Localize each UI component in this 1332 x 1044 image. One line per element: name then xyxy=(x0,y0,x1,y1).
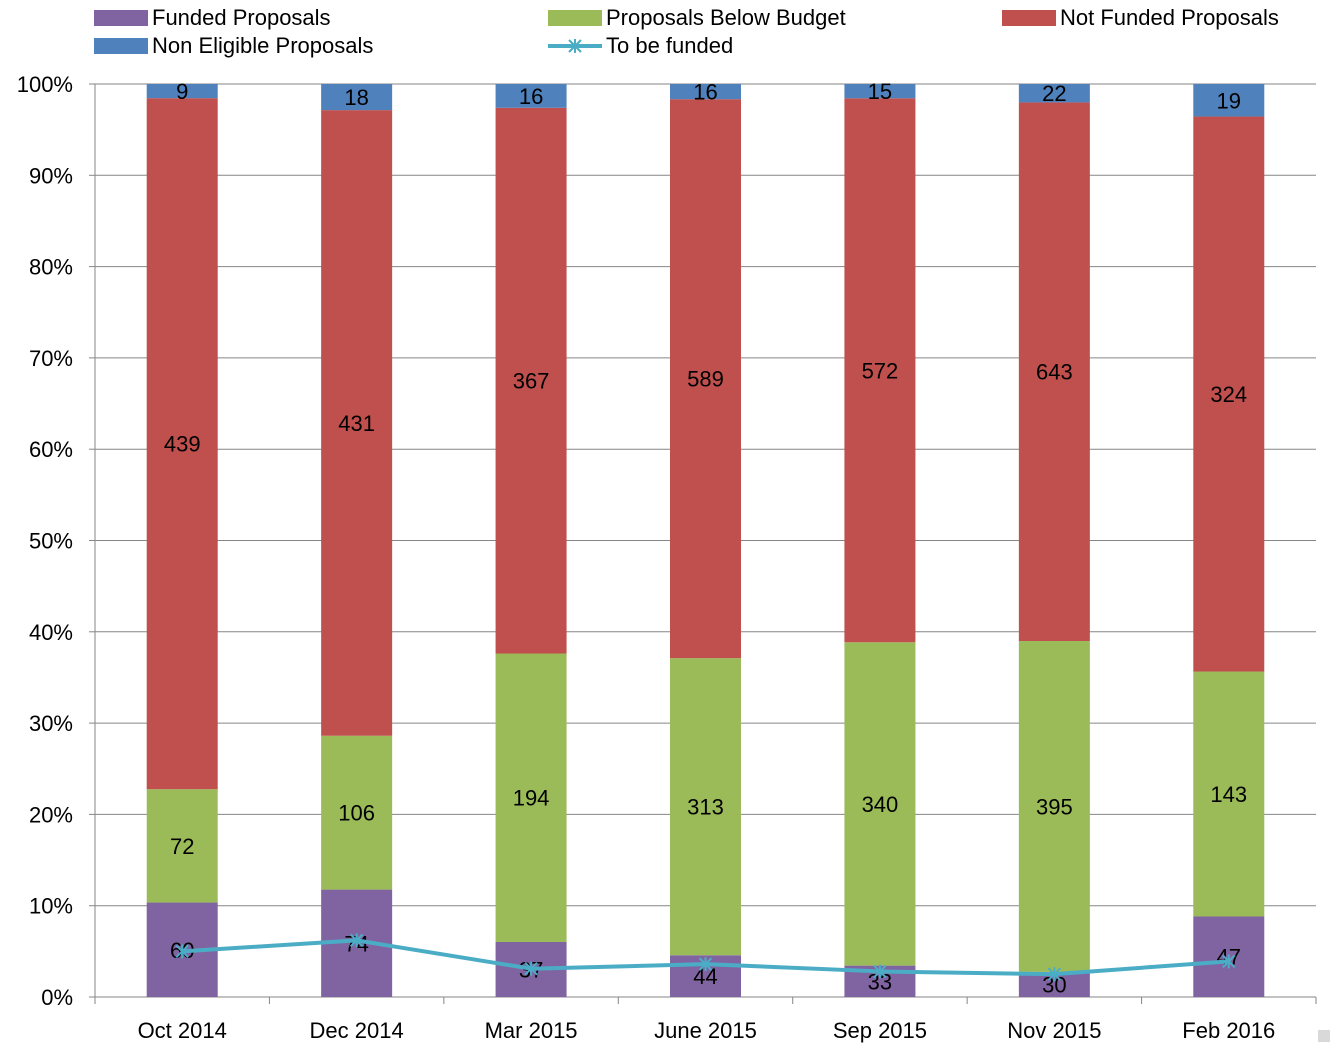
line-marker xyxy=(1222,954,1236,969)
y-tick-label: 60% xyxy=(29,437,73,462)
line-marker xyxy=(349,933,364,948)
y-tick-label: 70% xyxy=(29,346,73,371)
y-tick-label: 40% xyxy=(29,620,73,645)
bar-not-funded-proposals xyxy=(495,107,567,654)
legend-label-funded: Funded Proposals xyxy=(152,5,331,30)
legend-item-not-funded: Not Funded Proposals xyxy=(1002,5,1279,31)
y-tick-label: 100% xyxy=(17,72,73,97)
bar-non-eligible-proposals xyxy=(321,84,393,111)
legend-swatch-not-funded xyxy=(1002,10,1056,26)
bar-non-eligible-proposals xyxy=(1018,84,1090,103)
data-label: 589 xyxy=(687,367,724,392)
legend-label-below-budget: Proposals Below Budget xyxy=(606,5,846,30)
line-marker xyxy=(524,961,538,976)
data-label: 395 xyxy=(1036,794,1073,819)
x-tick-label: Feb 2016 xyxy=(1182,1018,1275,1043)
bar-non-eligible-proposals xyxy=(844,84,916,99)
legend-item-below-budget: Proposals Below Budget xyxy=(548,5,846,31)
legend-item-non-eligible: Non Eligible Proposals xyxy=(94,33,373,59)
bar-not-funded-proposals xyxy=(321,110,393,736)
data-label: 340 xyxy=(862,792,899,817)
x-tick-label: Sep 2015 xyxy=(833,1018,927,1043)
legend-line-to-be-funded xyxy=(548,39,602,53)
bar-not-funded-proposals xyxy=(1018,102,1090,642)
bar-not-funded-proposals xyxy=(670,99,741,659)
data-label: 18 xyxy=(344,85,368,110)
corner-mark xyxy=(1318,1030,1330,1042)
data-label: 15 xyxy=(868,79,892,104)
x-tick-label: June 2015 xyxy=(654,1018,757,1043)
bar-proposals-below-budget xyxy=(1018,641,1090,972)
x-tick-label: Oct 2014 xyxy=(138,1018,227,1043)
x-tick-label: Mar 2015 xyxy=(485,1018,578,1043)
bar-non-eligible-proposals xyxy=(670,84,741,100)
bar-proposals-below-budget xyxy=(844,642,916,966)
data-label: 16 xyxy=(519,84,543,109)
bar-not-funded-proposals xyxy=(146,98,218,790)
bar-non-eligible-proposals xyxy=(495,84,567,108)
y-tick-label: 10% xyxy=(29,894,73,919)
data-label: 19 xyxy=(1217,88,1241,113)
y-tick-label: 30% xyxy=(29,711,73,736)
bar-non-eligible-proposals xyxy=(146,84,218,99)
data-label: 22 xyxy=(1042,81,1066,106)
line-marker xyxy=(1047,967,1062,982)
y-tick-label: 90% xyxy=(29,163,73,188)
bar-proposals-below-budget xyxy=(495,653,567,942)
line-marker xyxy=(175,944,189,959)
legend-item-funded: Funded Proposals xyxy=(94,5,331,31)
y-tick-label: 0% xyxy=(41,985,73,1010)
legend-label-non-eligible: Non Eligible Proposals xyxy=(152,33,374,58)
data-label: 194 xyxy=(513,786,550,811)
data-label: 367 xyxy=(513,369,550,394)
data-label: 72 xyxy=(170,834,194,859)
line-marker xyxy=(873,964,887,979)
x-tick-label: Nov 2015 xyxy=(1007,1018,1101,1043)
bar-proposals-below-budget xyxy=(321,735,393,890)
line-marker xyxy=(698,957,713,972)
data-label: 643 xyxy=(1036,360,1073,385)
data-label: 313 xyxy=(687,795,724,820)
data-label: 324 xyxy=(1210,382,1247,407)
data-label: 9 xyxy=(176,79,188,104)
bar-not-funded-proposals xyxy=(844,98,916,643)
legend-label-to-be-funded: To be funded xyxy=(606,33,734,58)
legend-swatch-funded xyxy=(94,10,148,26)
data-label: 143 xyxy=(1210,782,1247,807)
data-label: 106 xyxy=(338,801,375,826)
bar-proposals-below-budget xyxy=(1193,671,1265,917)
legend-swatch-non-eligible xyxy=(94,38,148,54)
data-label: 439 xyxy=(164,432,201,457)
data-label: 572 xyxy=(862,358,899,383)
bar-non-eligible-proposals xyxy=(1193,84,1265,117)
chart-legend: Funded Proposals Proposals Below Budget … xyxy=(0,0,1332,70)
legend-swatch-below-budget xyxy=(548,10,602,26)
legend-item-to-be-funded: To be funded xyxy=(548,33,733,59)
data-label: 431 xyxy=(338,411,375,436)
legend-label-not-funded: Not Funded Proposals xyxy=(1060,5,1279,30)
bar-not-funded-proposals xyxy=(1193,116,1265,672)
data-label: 16 xyxy=(693,80,717,105)
x-tick-label: Dec 2014 xyxy=(310,1018,404,1043)
bar-proposals-below-budget xyxy=(670,658,741,956)
bar-proposals-below-budget xyxy=(146,789,218,903)
y-tick-label: 20% xyxy=(29,802,73,827)
y-tick-label: 50% xyxy=(29,529,73,554)
y-tick-label: 80% xyxy=(29,255,73,280)
